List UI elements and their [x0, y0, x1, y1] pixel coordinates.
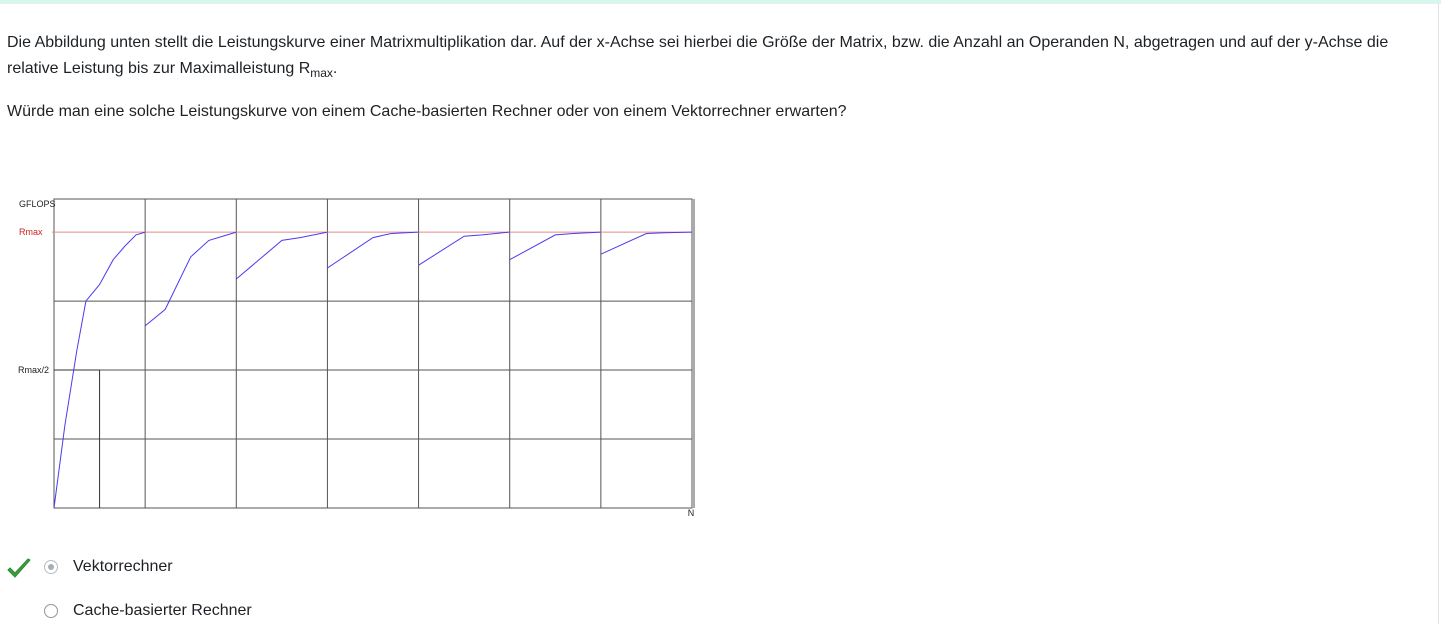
- chart-reference-lines: [52, 231, 692, 508]
- answer-radio-cache-basierter-rechner[interactable]: [44, 604, 58, 618]
- question-paragraph-1: Die Abbildung unten stellt die Leistungs…: [7, 30, 1427, 82]
- performance-chart: GFLOPS Rmax Rmax/2 N: [18, 198, 695, 518]
- performance-curve-segment: [509, 231, 601, 261]
- chart-grid: [53, 198, 695, 509]
- y-tick-label-rmax: Rmax: [19, 227, 43, 237]
- correct-check-icon: [6, 556, 32, 587]
- question-paragraph-1-end: .: [332, 60, 338, 77]
- answer-label-vektorrechner: Vektorrechner: [73, 558, 173, 575]
- question-text: Die Abbildung unten stellt die Leistungs…: [7, 30, 1427, 125]
- y-axis-label: GFLOPS: [19, 199, 56, 209]
- content-right-border: [1438, 4, 1439, 624]
- rmax-subscript: max: [310, 66, 333, 80]
- question-paragraph-2: Würde man eine solche Leistungskurve von…: [7, 103, 847, 120]
- x-axis-label: N: [688, 508, 695, 518]
- question-paragraph-1-text: Die Abbildung unten stellt die Leistungs…: [7, 34, 1389, 77]
- plot-frame: [53, 198, 693, 509]
- performance-curve-segment: [600, 231, 693, 255]
- performance-curve-segment: [235, 231, 328, 280]
- performance-curve-segment: [144, 231, 237, 327]
- top-accent-bar: [0, 0, 1441, 4]
- performance-curve-segment: [53, 231, 146, 509]
- performance-curve-segment: [418, 231, 510, 266]
- answer-label-cache-basierter-rechner: Cache-basierter Rechner: [73, 602, 252, 619]
- performance-curve-segment: [327, 231, 419, 269]
- y-tick-label-rmax-half: Rmax/2: [18, 365, 49, 375]
- answer-radio-vektorrechner[interactable]: [44, 560, 58, 574]
- chart-series: [53, 231, 693, 509]
